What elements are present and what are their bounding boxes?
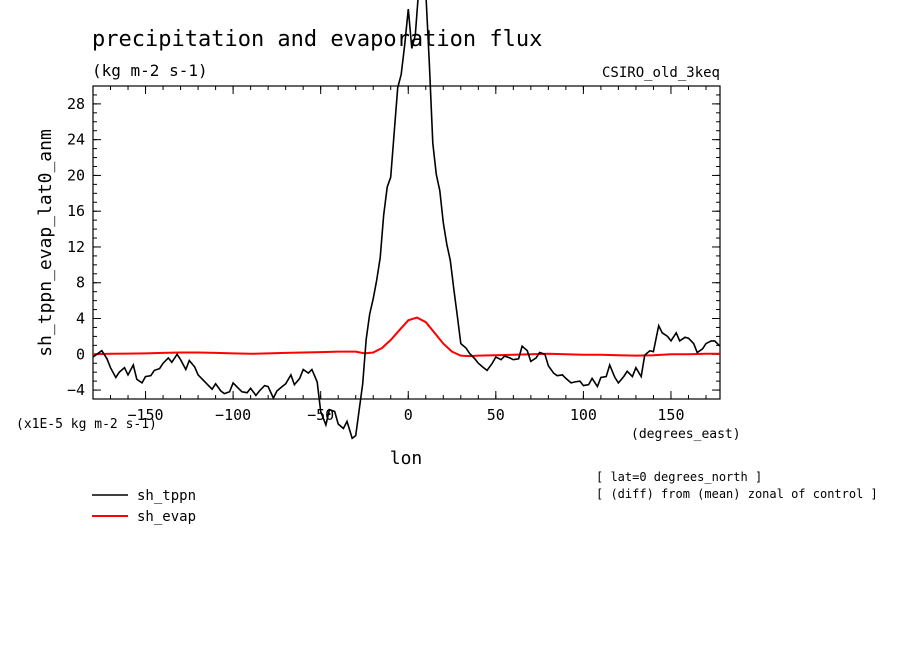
x-tick-label: 100 <box>570 406 597 424</box>
plot-lines <box>93 0 720 440</box>
x-tick-label: −150 <box>127 406 163 424</box>
y-tick-label: 8 <box>76 274 85 292</box>
plot-frame <box>92 85 721 400</box>
note-latitude: [ lat=0 degrees_north ] <box>596 470 762 484</box>
x-axis: −150 −100 −50 0 50 100 150 <box>127 86 685 424</box>
series-line-sh-tppn <box>93 0 720 440</box>
x-tick-label: −100 <box>215 406 251 424</box>
x-axis-units: (degrees_east) <box>631 427 741 442</box>
y-tick-label: 0 <box>76 345 85 363</box>
y-tick-label: 24 <box>67 131 85 149</box>
chart-subtitle: (kg m-2 s-1) <box>92 61 208 80</box>
x-tick-label: 50 <box>487 406 505 424</box>
y-axis-label: sh_tppn_evap_lat0_anm <box>35 129 56 357</box>
y-tick-label: 4 <box>76 310 85 328</box>
x-tick-label: 150 <box>657 406 684 424</box>
y-tick-label: 28 <box>67 95 85 113</box>
note-difference: [ (diff) from (mean) zonal of control ] <box>596 487 878 501</box>
y-tick-label: −4 <box>67 381 85 399</box>
y-tick-label: 12 <box>67 238 85 256</box>
y-tick-label: 20 <box>67 166 85 184</box>
legend-label-sh-tppn: sh_tppn <box>137 488 196 504</box>
x-axis-label: lon <box>390 448 423 469</box>
y-tick-label: 16 <box>67 202 85 220</box>
chart-title: precipitation and evaporation flux <box>92 27 542 52</box>
legend-label-sh-evap: sh_evap <box>137 509 196 525</box>
x-tick-label: 0 <box>404 406 413 424</box>
dataset-label: CSIRO_old_3keq <box>602 65 720 81</box>
legend: sh_tppn sh_evap <box>92 488 196 525</box>
y-scale-note: (x1E-5 kg m-2 s-1) <box>16 417 157 432</box>
series-line-sh-evap <box>93 316 720 358</box>
y-axis: −4 0 4 8 12 16 20 24 28 <box>67 95 720 399</box>
